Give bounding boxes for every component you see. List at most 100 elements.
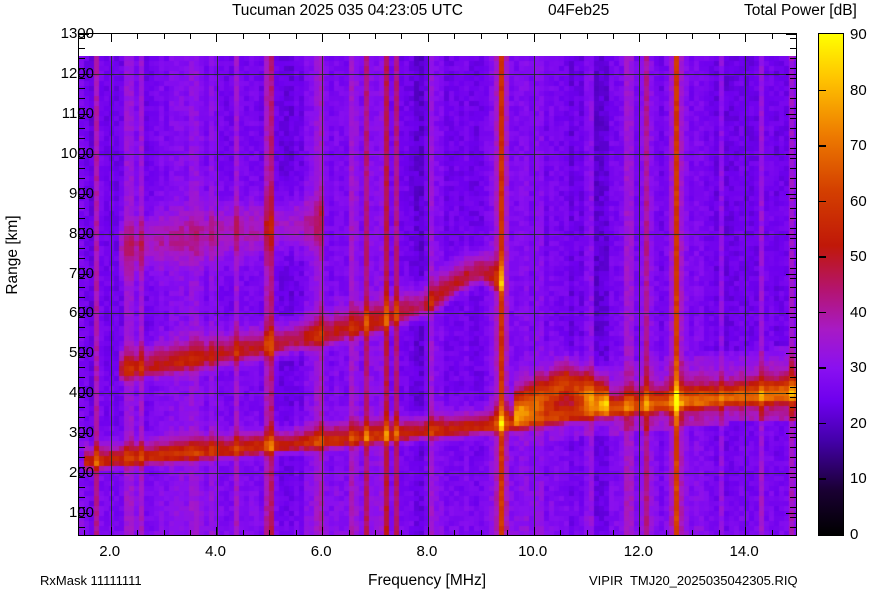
axis-tick <box>401 530 403 535</box>
axis-tick <box>790 97 796 99</box>
axis-tick <box>79 127 85 129</box>
axis-tick <box>79 447 85 449</box>
axis-tick <box>269 34 271 39</box>
axis-tick <box>79 107 85 109</box>
axis-tick <box>79 197 85 199</box>
axis-tick <box>786 34 796 35</box>
axis-tick <box>79 137 85 139</box>
axis-tick <box>79 353 89 355</box>
axis-tick <box>79 47 85 49</box>
date-label: 04Feb25 <box>548 2 610 19</box>
axis-tick <box>790 487 796 489</box>
axis-tick <box>790 317 796 319</box>
axis-tick <box>79 233 89 235</box>
axis-tick <box>790 307 796 309</box>
axis-tick <box>79 317 85 319</box>
axis-tick <box>79 207 85 209</box>
axis-tick <box>790 157 796 159</box>
axis-tick <box>79 507 85 509</box>
axis-tick <box>79 487 85 489</box>
axis-tick <box>790 357 796 359</box>
axis-tick <box>79 527 85 529</box>
axis-tick <box>507 34 509 39</box>
axis-tick <box>269 530 271 535</box>
axis-tick <box>533 34 535 42</box>
axis-tick <box>790 387 796 389</box>
axis-tick <box>480 34 482 39</box>
y-tick-label: 400 <box>68 384 94 402</box>
axis-tick <box>790 207 796 209</box>
axis-tick <box>79 417 85 419</box>
axis-tick <box>427 34 429 42</box>
axis-tick <box>79 287 85 289</box>
y-tick-label: 1100 <box>61 104 94 122</box>
x-tick-label: 8.0 <box>416 543 438 560</box>
x-tick-label: 12.0 <box>623 543 653 560</box>
axis-tick <box>771 34 773 39</box>
source-file-label: VIPIR TMJ20_2025035042305.RIQ <box>589 573 798 588</box>
axis-tick <box>692 34 694 39</box>
axis-tick <box>790 397 796 399</box>
axis-tick <box>533 527 535 535</box>
axis-tick <box>507 530 509 535</box>
axis-tick <box>79 397 85 399</box>
axis-tick <box>786 393 796 395</box>
axis-tick <box>790 447 796 449</box>
colorbar <box>818 33 844 536</box>
axis-tick <box>79 187 85 189</box>
axis-tick <box>790 337 796 339</box>
x-tick-label: 10.0 <box>518 543 548 560</box>
axis-tick <box>295 530 297 535</box>
axis-tick <box>790 247 796 249</box>
axis-tick <box>216 34 218 42</box>
axis-tick <box>790 367 796 369</box>
axis-tick <box>790 167 796 169</box>
axis-tick <box>786 113 796 115</box>
axis-tick <box>84 530 86 535</box>
y-tick-label: 1300 <box>60 25 94 42</box>
colorbar-tick <box>819 200 826 203</box>
axis-tick <box>790 117 796 119</box>
axis-tick <box>79 147 85 149</box>
axis-tick <box>79 37 85 39</box>
axis-tick <box>79 97 85 99</box>
y-tick-label: 300 <box>68 424 94 442</box>
axis-tick <box>665 34 667 39</box>
axis-tick <box>480 530 482 535</box>
axis-tick <box>79 113 89 115</box>
axis-tick <box>79 277 85 279</box>
colorbar-tick-label: 0 <box>850 526 859 543</box>
axis-tick <box>790 187 796 189</box>
axis-tick <box>79 87 85 89</box>
y-tick-label: 600 <box>68 304 94 322</box>
colorbar-tick-label: 30 <box>850 359 867 377</box>
axis-tick <box>786 233 796 235</box>
axis-tick <box>790 177 796 179</box>
axis-tick <box>790 477 796 479</box>
colorbar-tick-label: 20 <box>850 414 867 432</box>
axis-tick <box>375 530 377 535</box>
axis-tick <box>79 237 85 239</box>
axis-tick <box>790 257 796 259</box>
y-tick-label: 700 <box>68 264 94 282</box>
axis-tick <box>79 193 89 195</box>
y-tick-label: 100 <box>68 504 94 521</box>
axis-tick <box>79 77 85 79</box>
axis-tick <box>790 497 796 499</box>
axis-tick <box>401 34 403 39</box>
axis-tick <box>790 37 796 39</box>
axis-tick <box>348 34 350 39</box>
axis-tick <box>454 530 456 535</box>
axis-tick <box>692 530 694 535</box>
axis-tick <box>79 73 89 75</box>
axis-tick <box>79 307 85 309</box>
axis-tick <box>79 337 85 339</box>
colorbar-tick-label: 90 <box>850 26 867 43</box>
axis-tick <box>790 197 796 199</box>
axis-tick <box>790 377 796 379</box>
axis-tick <box>295 34 297 39</box>
axis-tick <box>771 530 773 535</box>
colorbar-tick <box>819 256 826 258</box>
colorbar-tick <box>819 311 826 314</box>
